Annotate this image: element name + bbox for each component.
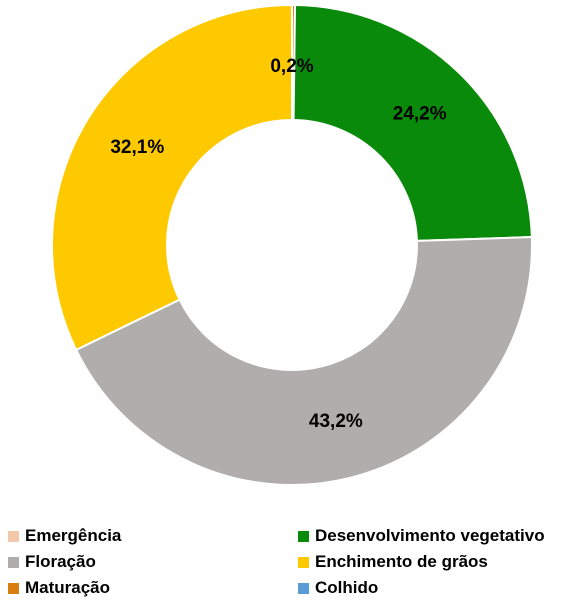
legend-label-emergencia: Emergência bbox=[25, 526, 122, 545]
legend-label-enchimento-de-graos: Enchimento de grãos bbox=[315, 552, 488, 571]
slice-desenvolvimento-vegetativo bbox=[292, 4, 533, 242]
legend-label-desenvolvimento-vegetativo: Desenvolvimento vegetativo bbox=[315, 526, 545, 545]
legend-swatch-desenvolvimento-vegetativo bbox=[298, 530, 309, 542]
legend-swatch-maturacao bbox=[8, 582, 19, 594]
slice-label-floracao: 43,2% bbox=[309, 411, 363, 432]
legend-label-maturacao: Maturação bbox=[25, 578, 111, 597]
legend: Emergência Desenvolvimento vegetativo Fl… bbox=[0, 526, 584, 604]
legend-item-maturacao: Maturação bbox=[8, 578, 110, 598]
slice-enchimento-de-graos bbox=[51, 3, 293, 352]
legend-swatch-enchimento-de-graos bbox=[298, 556, 309, 568]
donut-slices bbox=[51, 3, 533, 487]
slice-label-enchimento-de-graos: 32,1% bbox=[110, 137, 164, 158]
legend-swatch-floracao bbox=[8, 556, 19, 568]
slice-label-maturacao: 0,2% bbox=[270, 56, 313, 77]
legend-swatch-colhido bbox=[298, 582, 309, 594]
legend-label-floracao: Floração bbox=[25, 552, 96, 571]
legend-item-desenvolvimento-vegetativo: Desenvolvimento vegetativo bbox=[298, 526, 545, 546]
slice-floracao bbox=[74, 236, 533, 487]
legend-label-colhido: Colhido bbox=[315, 578, 379, 597]
legend-item-floracao: Floração bbox=[8, 552, 96, 572]
donut-chart: 0,2% 24,2% 43,2% 32,1% bbox=[51, 3, 533, 487]
legend-item-colhido: Colhido bbox=[298, 578, 378, 598]
legend-swatch-emergencia bbox=[8, 530, 19, 542]
slice-labels: 0,2% 24,2% 43,2% 32,1% bbox=[110, 56, 446, 432]
slice-label-desenvolvimento-vegetativo: 24,2% bbox=[393, 104, 447, 125]
legend-item-enchimento-de-graos: Enchimento de grãos bbox=[298, 552, 488, 572]
legend-item-emergencia: Emergência bbox=[8, 526, 121, 546]
